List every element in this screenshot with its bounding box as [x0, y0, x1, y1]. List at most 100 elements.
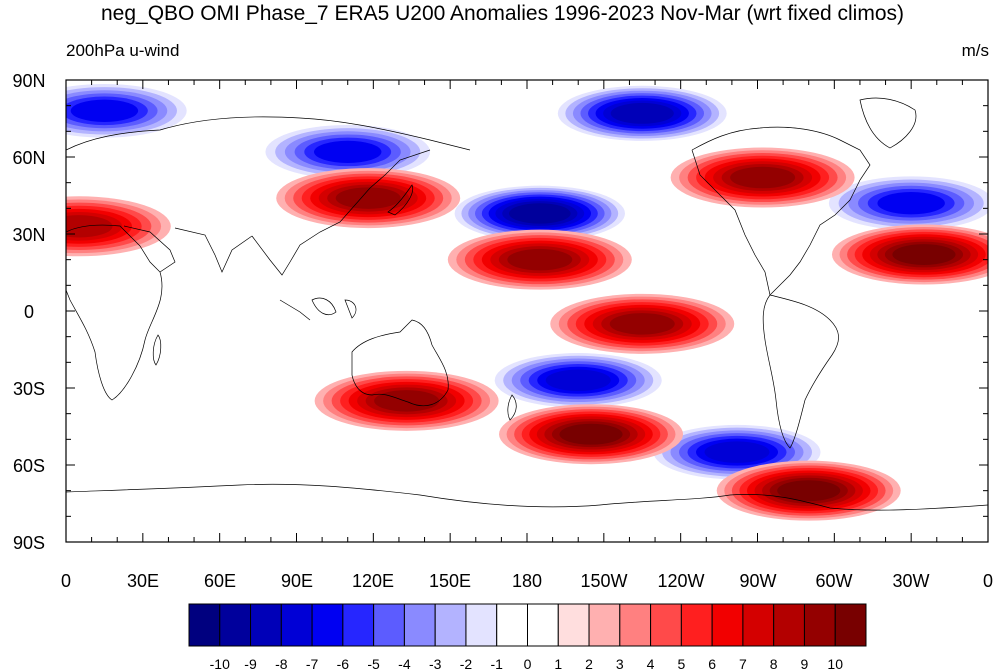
contour-level [507, 248, 573, 271]
colorbar-tick-label: -7 [305, 656, 319, 672]
y-tick-label: 60N [12, 148, 46, 168]
x-tick-label: 120E [351, 571, 395, 591]
negative-anomaly-cell [447, 183, 632, 244]
y-tick-label: 30S [12, 379, 46, 399]
colorbar-tick-label: -5 [367, 656, 380, 672]
colorbar-swatch [711, 603, 744, 647]
y-tick-label: 0 [23, 302, 34, 322]
colorbar-swatch [557, 603, 590, 647]
x-tick-label: 0 [60, 571, 72, 591]
contour-level [374, 390, 440, 412]
x-tick-label: 60E [203, 571, 237, 591]
y-tick-label: 30N [12, 225, 46, 245]
y-tick-label: 90N [12, 71, 46, 91]
colorbar-swatch [465, 603, 498, 647]
negative-anomaly-cell [819, 173, 988, 234]
positive-anomaly-cell [670, 147, 855, 208]
colorbar-tick-label: 10 [827, 656, 844, 672]
colorbar-tick-label: 4 [646, 656, 655, 672]
x-tick-label: 180 [511, 571, 543, 591]
positive-anomaly-cell [66, 196, 171, 257]
colorbar-swatch [496, 603, 528, 647]
anomaly-field [66, 80, 988, 521]
figure-title: neg_QBO OMI Phase_7 ERA5 U200 Anomalies … [100, 2, 905, 25]
contour-level [559, 423, 623, 445]
colorbar-swatch [188, 603, 221, 647]
colorbar-swatch [280, 603, 313, 647]
y-tick-label: 90S [12, 533, 46, 553]
colorbar-swatch [527, 603, 559, 647]
colorbar-tick-label: 8 [769, 656, 778, 672]
x-tick-label: 30W [892, 571, 930, 591]
colorbar-swatch [373, 603, 405, 647]
colorbar-swatch [803, 603, 836, 647]
positive-anomaly-cell [831, 224, 988, 285]
colorbar-tick-label: -10 [209, 656, 230, 672]
colorbar-swatch [311, 603, 344, 647]
colorbar-tick-label: 2 [585, 656, 593, 672]
units-label: m/s [961, 41, 989, 60]
colorbar-swatch [403, 603, 436, 647]
colorbar-tick-label: 5 [677, 656, 686, 672]
colorbar-tick-label: 9 [800, 656, 809, 672]
contour-level [704, 441, 770, 463]
contour-level [730, 166, 796, 189]
colorbar-swatch [742, 603, 775, 647]
positive-anomaly-cell [276, 168, 461, 229]
x-tick-label: 60W [815, 571, 853, 591]
colorbar-swatch [250, 603, 282, 647]
contour-level [314, 140, 382, 164]
contour-level [545, 369, 611, 392]
colorbar-swatch [342, 603, 375, 647]
negative-anomaly-cell [255, 121, 440, 182]
x-tick-label: 150E [428, 571, 472, 591]
positive-anomaly-cell [499, 404, 684, 465]
colorbar-tick-label: 1 [554, 656, 563, 672]
variable-label: 200hPa u-wind [66, 41, 180, 60]
colorbar-swatch [773, 603, 805, 647]
x-tick-label: 30E [126, 571, 160, 591]
positive-anomaly-cell [314, 370, 499, 431]
positive-anomaly-cell [716, 460, 901, 521]
contour-level [509, 203, 571, 224]
contour-level [70, 99, 139, 122]
colorbar-swatch [588, 603, 621, 647]
colorbar-tick-label: -6 [336, 656, 350, 672]
colorbar-swatch [650, 603, 682, 647]
colorbar-tick-label: -2 [459, 656, 473, 672]
contour-level [609, 313, 675, 335]
positive-anomaly-cell [550, 293, 735, 354]
negative-anomaly-cell [486, 350, 671, 411]
colorbar-swatch [680, 603, 713, 647]
x-tick-label: 120W [657, 571, 705, 591]
coastlines [66, 97, 988, 511]
map-panel [65, 79, 989, 543]
colorbar-tick-label: 0 [523, 656, 532, 672]
contour-level [777, 480, 841, 502]
colorbar-swatch [834, 603, 867, 647]
contour-level [335, 187, 401, 209]
negative-anomaly-cell [550, 83, 735, 144]
colorbar-swatch [434, 603, 467, 647]
contour-level [892, 244, 956, 265]
negative-anomaly-cell [66, 80, 197, 141]
negative-anomaly-cell [645, 422, 830, 483]
colorbar-swatch [619, 603, 652, 647]
x-tick-label: 90E [280, 571, 314, 591]
colorbar-tick-label: -9 [244, 656, 257, 672]
y-tick-label: 60S [12, 456, 46, 476]
colorbar-tick-label: -3 [428, 656, 442, 672]
contour-level [610, 102, 674, 124]
colorbar-tick-label: 7 [739, 656, 747, 672]
positive-anomaly-cell [447, 229, 632, 290]
colorbar-tick-label: -8 [275, 656, 288, 672]
colorbar-tick-label: 3 [615, 656, 624, 672]
colorbar-tick-label: 6 [708, 656, 717, 672]
x-tick-label: 90W [739, 571, 777, 591]
x-tick-label: 150W [580, 571, 628, 591]
colorbar-tick-label: -4 [398, 656, 411, 672]
colorbar-tick-label: -1 [490, 656, 503, 672]
colorbar-swatch [219, 603, 252, 647]
axis-ticks [65, 79, 989, 543]
x-tick-label: 0 [982, 571, 994, 591]
